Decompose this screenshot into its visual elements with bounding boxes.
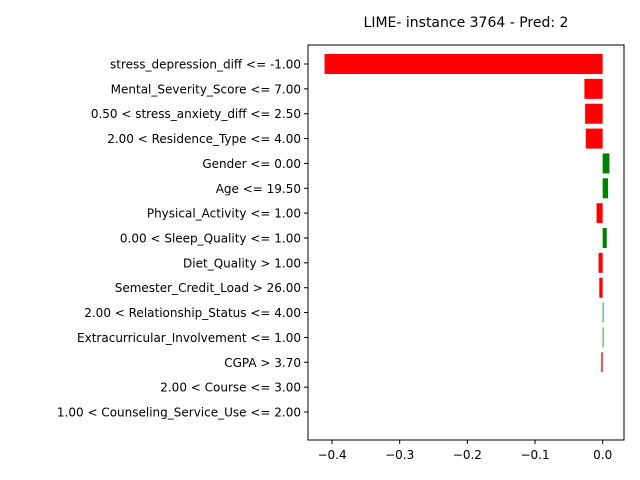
y-tick-label: Extracurricular_Involvement <= 1.00 [77, 331, 301, 345]
bar-2 [585, 103, 603, 124]
y-tick-label: CGPA > 3.70 [224, 356, 301, 370]
y-tick-label: Diet_Quality > 1.00 [183, 256, 301, 270]
x-tick-label: −0.4 [317, 448, 346, 462]
axes-frame [307, 44, 625, 441]
y-tick-label: 2.00 < Residence_Type <= 4.00 [107, 132, 301, 146]
bar-3 [585, 128, 603, 149]
bar-5 [602, 178, 609, 199]
bar-6 [596, 203, 603, 224]
bar-1 [584, 78, 603, 99]
y-tick-label: Semester_Credit_Load > 26.00 [115, 281, 301, 295]
bars-group [324, 54, 610, 373]
y-tick-label: 0.50 < stress_anxiety_diff <= 2.50 [91, 107, 301, 121]
y-tick-label: Physical_Activity <= 1.00 [147, 207, 301, 221]
bar-7 [602, 228, 607, 248]
y-tick-label: Age <= 19.50 [216, 182, 301, 196]
y-tick-label: stress_depression_diff <= -1.00 [110, 58, 301, 72]
bar-0 [324, 54, 603, 74]
y-tick-label: 1.00 < Counseling_Service_Use <= 2.00 [57, 406, 301, 420]
y-tick-label: Gender <= 0.00 [202, 157, 301, 171]
y-tick-label: 2.00 < Course <= 3.00 [160, 381, 301, 395]
bar-8 [598, 252, 603, 273]
x-tick-label: −0.3 [385, 448, 414, 462]
y-tick-label: 0.00 < Sleep_Quality <= 1.00 [120, 232, 301, 246]
x-ticks: −0.4 −0.3 −0.2 −0.1 0.0 [317, 440, 612, 462]
bar-11 [602, 327, 604, 348]
bar-9 [599, 277, 603, 298]
chart-title: LIME- instance 3764 - Pred: 2 [364, 15, 569, 31]
y-tick-label: Mental_Severity_Score <= 7.00 [111, 82, 301, 96]
bar-10 [602, 302, 604, 323]
x-tick-label: −0.1 [520, 448, 549, 462]
bar-4 [602, 153, 610, 174]
bar-12 [601, 352, 603, 373]
x-tick-label: 0.0 [593, 448, 612, 462]
y-tick-labels: stress_depression_diff <= -1.00 Mental_Se… [57, 58, 308, 420]
y-tick-label: 2.00 < Relationship_Status <= 4.00 [84, 306, 301, 320]
x-tick-label: −0.2 [453, 448, 482, 462]
